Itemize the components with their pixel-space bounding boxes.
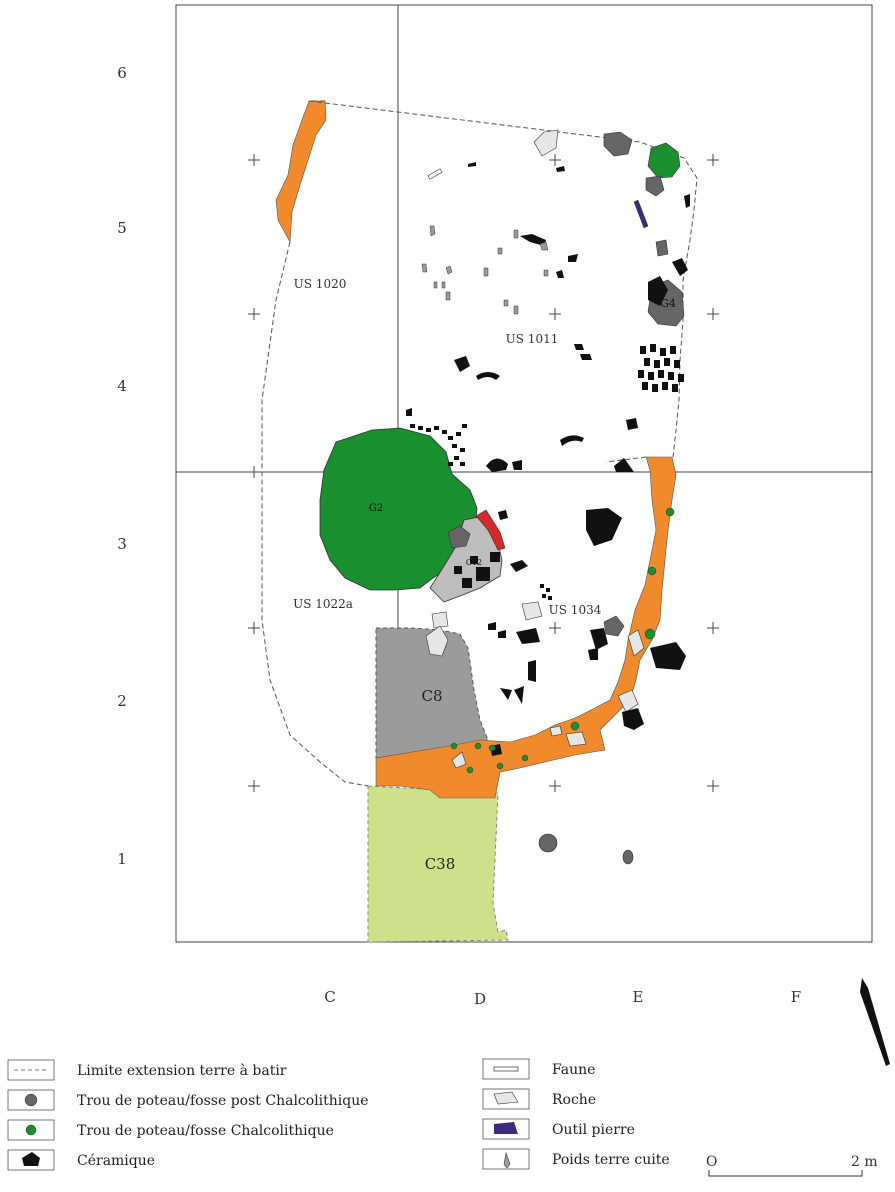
column-label-f: F	[791, 988, 801, 1006]
feature-orange-strip-west	[275, 100, 327, 244]
rock	[425, 625, 449, 657]
posthole-post-chalco	[538, 833, 558, 853]
row-label-3: 3	[117, 535, 127, 553]
legend-label-weight: Poids terre cuite	[552, 1152, 670, 1168]
rock	[617, 689, 639, 713]
ceramic-sherd	[590, 628, 608, 650]
posthole-post-chalco	[603, 131, 633, 157]
ceramic-sherd	[516, 628, 540, 644]
ceramic-sherd	[498, 630, 506, 638]
row-label-1: 1	[117, 850, 127, 868]
rock	[451, 751, 467, 769]
ceramic-sherd	[580, 354, 592, 360]
dark-pit-c12	[447, 525, 471, 549]
ceramic-sherd	[648, 276, 668, 306]
label-us-1020: US 1020	[294, 277, 347, 291]
posthole-chalco-large	[647, 142, 681, 179]
legend-left: Limite extension terre à batir Trou de p…	[7, 1059, 369, 1171]
ceramic-sherd	[514, 686, 524, 704]
posthole-post-chalco	[603, 615, 625, 637]
legend-label-fauna: Faune	[552, 1062, 595, 1078]
legend-label-ceramic: Céramique	[77, 1153, 155, 1169]
posthole-post-chalco	[655, 239, 669, 257]
ceramic-sherd	[512, 460, 522, 470]
row-label-5: 5	[117, 219, 127, 237]
ceramic-sherd	[486, 458, 508, 472]
legend-right: Faune Roche Outil pierre Poids terre cui…	[482, 1058, 670, 1170]
label-c12: C12	[466, 558, 482, 567]
ceramic-sherd	[568, 254, 578, 262]
label-us-1011: US 1011	[506, 332, 559, 346]
row-label-2: 2	[117, 692, 127, 710]
ceramic-sherd	[650, 642, 686, 670]
ceramic-sherd	[500, 688, 512, 700]
ceramic-fragment	[454, 566, 462, 574]
label-us-1034: US 1034	[549, 603, 602, 617]
posthole-post-chalco	[622, 849, 634, 865]
label-us-1022a: US 1022a	[293, 597, 353, 611]
ceramic-sherd	[556, 270, 564, 278]
ceramic-sherd	[672, 258, 688, 276]
ceramic-sherd	[684, 194, 690, 208]
ceramic-sherd	[406, 408, 412, 416]
rock	[533, 129, 559, 157]
plan-frame	[175, 4, 873, 943]
posthole-chalco-group	[450, 507, 675, 774]
ceramic-sherd	[560, 435, 584, 446]
fauna-bone	[427, 168, 443, 180]
row-label-6: 6	[117, 64, 127, 82]
ceramic-fragment	[462, 578, 472, 588]
rock	[627, 629, 645, 657]
ceramic-fragment	[476, 567, 490, 581]
scale-label-end: 2 m	[851, 1154, 878, 1170]
scale-bar: O 2 m	[706, 1154, 878, 1177]
ceramic-sherd	[476, 372, 500, 380]
label-g4: G4	[660, 297, 676, 310]
rock	[549, 725, 563, 737]
ceramic-fragment	[490, 552, 500, 562]
ceramic-sherd	[622, 708, 644, 730]
ceramic-cluster	[410, 344, 684, 600]
weight-group	[421, 225, 549, 315]
rock	[521, 601, 543, 621]
label-c8: C8	[421, 687, 442, 705]
feature-orange-wall	[375, 456, 677, 799]
ceramic-sherd	[588, 648, 598, 660]
ceramic-sherd	[626, 418, 638, 430]
rock	[431, 611, 449, 629]
ceramic-sherd	[468, 162, 476, 167]
ceramic-fragment	[470, 556, 478, 564]
ceramic-sherd	[586, 508, 622, 546]
ceramic-sherd	[614, 458, 634, 472]
ceramic-sherd	[574, 344, 584, 350]
feature-red-stone	[475, 509, 506, 551]
legend-label-post-hole-chalco: Trou de poteau/fosse Chalcolithique	[77, 1123, 334, 1139]
legend-label-rock: Roche	[552, 1092, 596, 1108]
ceramic-sherd	[498, 510, 508, 520]
ceramic-sherd	[556, 166, 565, 172]
column-label-e: E	[633, 988, 644, 1006]
column-label-c: C	[324, 988, 335, 1006]
posthole-post-chalco	[645, 175, 665, 197]
ceramic-sherd	[528, 660, 536, 682]
scale-label-start: O	[706, 1154, 717, 1170]
label-c38: C38	[425, 855, 456, 873]
ceramic-sherd	[510, 560, 528, 572]
grid-crosses	[248, 154, 719, 792]
feature-c38	[367, 785, 509, 943]
ceramic-sherd	[454, 356, 470, 372]
legend-label-post-hole-post: Trou de poteau/fosse post Chalcolithique	[77, 1093, 369, 1109]
north-arrow-icon	[860, 978, 890, 1066]
feature-limit-outline	[261, 100, 698, 787]
rock	[565, 731, 587, 747]
legend-label-limit: Limite extension terre à batir	[77, 1062, 287, 1079]
label-g2: G2	[369, 503, 383, 514]
column-label-d: D	[474, 990, 486, 1008]
stone-tool	[633, 199, 649, 229]
legend-label-stone-tool: Outil pierre	[552, 1122, 635, 1138]
ceramic-sherd	[520, 234, 546, 246]
ceramic-sherd	[488, 622, 496, 630]
row-label-4: 4	[117, 377, 127, 395]
